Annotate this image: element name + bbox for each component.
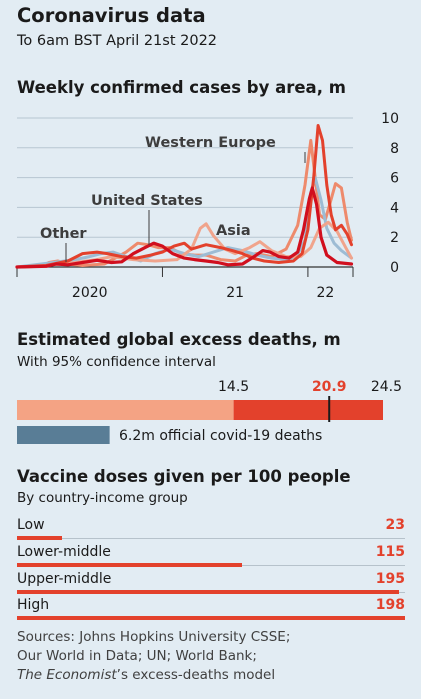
y-tick-label: 10	[381, 111, 399, 127]
annotation-united-states: United States	[91, 193, 203, 209]
vaccine-row-lower-middle: Lower-middle 115	[17, 544, 405, 570]
cases-chart-title: Weekly confirmed cases by area, m	[17, 78, 346, 97]
official-deaths-label: 6.2m official covid-19 deaths	[119, 428, 322, 444]
vaccine-bar-track	[17, 538, 405, 539]
excess-deaths-subtitle: With 95% confidence interval	[17, 354, 216, 370]
vaccine-bar	[17, 536, 63, 540]
excess-deaths-interval-bar	[233, 400, 383, 420]
vaccine-bar	[17, 616, 405, 620]
sources-line-2: Our World in Data; UN; World Bank;	[17, 648, 257, 664]
sources-economist: The Economist	[17, 667, 117, 683]
vaccine-category-label: Lower-middle	[17, 544, 111, 560]
excess-deaths-lower-segment	[17, 400, 234, 420]
sources-line-1: Sources: Johns Hopkins University CSSE;	[17, 629, 291, 645]
sources-line-3-rest: ’s excess-deaths model	[116, 667, 276, 683]
excess-deaths-upper-label: 24.5	[371, 379, 402, 395]
annotation-western-europe: Western Europe	[145, 135, 276, 151]
vaccine-bar	[17, 563, 243, 567]
page-title: Coronavirus data	[17, 4, 206, 27]
vaccine-value-label: 23	[385, 517, 405, 533]
vaccine-chart-subtitle: By country-income group	[17, 490, 188, 506]
vaccine-value-label: 195	[375, 571, 405, 587]
vaccine-category-label: Upper-middle	[17, 571, 112, 587]
annotation-asia: Asia	[216, 223, 251, 239]
sources-line-3: The Economist’s excess-deaths model	[17, 666, 417, 685]
vaccine-row-high: High 198	[17, 597, 405, 623]
vaccine-chart-title: Vaccine doses given per 100 people	[17, 467, 351, 486]
x-tick-label: 2020	[72, 285, 108, 301]
series-line-united-states	[15, 186, 354, 269]
series-line-latin-america	[15, 124, 353, 269]
excess-deaths-estimate-label: 20.9	[312, 379, 347, 395]
vaccine-row-upper-middle: Upper-middle 195	[17, 571, 405, 597]
cases-line-chart: 0 2 4 6 8 10 2020 21 22 Western Europe United Stat…	[15, 111, 399, 301]
y-tick-label: 0	[390, 260, 399, 276]
vaccine-category-label: High	[17, 597, 50, 613]
vaccine-category-label: Low	[17, 517, 45, 533]
y-tick-label: 4	[390, 200, 399, 216]
annotation-other: Other	[40, 226, 87, 242]
excess-deaths-chart: 14.5 20.9 24.5 6.2m official covid-19 death…	[17, 379, 402, 444]
excess-deaths-lower-label: 14.5	[218, 379, 249, 395]
x-tick-label: 21	[226, 285, 244, 301]
y-tick-label: 6	[390, 171, 399, 187]
excess-deaths-title: Estimated global excess deaths, m	[17, 330, 341, 349]
vaccine-row-low: Low 23	[17, 517, 405, 543]
official-deaths-bar	[17, 426, 110, 444]
vaccine-value-label: 198	[375, 597, 405, 613]
vaccine-bar	[17, 590, 400, 594]
sources-note: Sources: Johns Hopkins University CSSE; …	[17, 628, 417, 685]
vaccine-value-label: 115	[375, 544, 405, 560]
x-tick-label: 22	[316, 285, 334, 301]
page-subtitle: To 6am BST April 21st 2022	[17, 33, 218, 49]
y-tick-label: 8	[390, 141, 399, 157]
y-tick-label: 2	[390, 230, 399, 246]
